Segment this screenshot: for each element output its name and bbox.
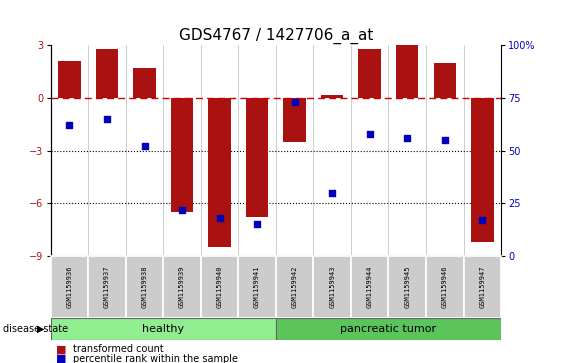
Point <box>102 116 111 122</box>
Text: ■: ■ <box>56 344 67 354</box>
Bar <box>396 45 418 98</box>
Text: percentile rank within the sample: percentile rank within the sample <box>73 354 238 363</box>
Bar <box>276 318 501 340</box>
Bar <box>163 256 201 318</box>
Point <box>328 190 337 196</box>
Point <box>177 207 186 212</box>
Point <box>215 215 224 221</box>
Text: GSM1159941: GSM1159941 <box>254 265 260 308</box>
Point <box>478 217 487 223</box>
Text: healthy: healthy <box>142 324 184 334</box>
Bar <box>51 256 88 318</box>
Bar <box>51 318 276 340</box>
Text: GSM1159946: GSM1159946 <box>442 265 448 308</box>
Point <box>290 99 299 105</box>
Bar <box>88 256 126 318</box>
Text: transformed count: transformed count <box>73 344 164 354</box>
Bar <box>133 68 156 98</box>
Text: GSM1159938: GSM1159938 <box>141 265 148 308</box>
Text: ■: ■ <box>56 354 67 363</box>
Bar <box>276 256 314 318</box>
Bar <box>58 61 81 98</box>
Point <box>440 137 449 143</box>
Bar <box>283 98 306 142</box>
Bar <box>359 49 381 98</box>
Text: GSM1159936: GSM1159936 <box>66 265 73 308</box>
Bar <box>201 256 238 318</box>
Bar <box>126 256 163 318</box>
Title: GDS4767 / 1427706_a_at: GDS4767 / 1427706_a_at <box>178 28 373 44</box>
Point <box>403 135 412 141</box>
Bar <box>246 98 269 217</box>
Point <box>140 143 149 149</box>
Point <box>253 221 262 227</box>
Text: GSM1159940: GSM1159940 <box>217 265 222 308</box>
Point <box>365 131 374 137</box>
Bar <box>321 95 343 98</box>
Bar <box>471 98 494 242</box>
Text: GSM1159947: GSM1159947 <box>479 265 485 308</box>
Text: GSM1159943: GSM1159943 <box>329 265 335 308</box>
Bar <box>388 256 426 318</box>
Text: GSM1159942: GSM1159942 <box>292 265 298 308</box>
Point <box>65 122 74 128</box>
Text: disease state: disease state <box>3 324 68 334</box>
Text: ▶: ▶ <box>37 324 44 334</box>
Bar <box>208 98 231 247</box>
Bar <box>238 256 276 318</box>
Bar <box>171 98 193 212</box>
Text: GSM1159945: GSM1159945 <box>404 265 410 308</box>
Bar <box>434 63 456 98</box>
Text: pancreatic tumor: pancreatic tumor <box>341 324 436 334</box>
Bar <box>426 256 463 318</box>
Text: GSM1159937: GSM1159937 <box>104 265 110 308</box>
Bar <box>96 49 118 98</box>
Text: GSM1159939: GSM1159939 <box>179 265 185 308</box>
Text: GSM1159944: GSM1159944 <box>367 265 373 308</box>
Bar <box>463 256 501 318</box>
Bar <box>314 256 351 318</box>
Bar <box>351 256 388 318</box>
